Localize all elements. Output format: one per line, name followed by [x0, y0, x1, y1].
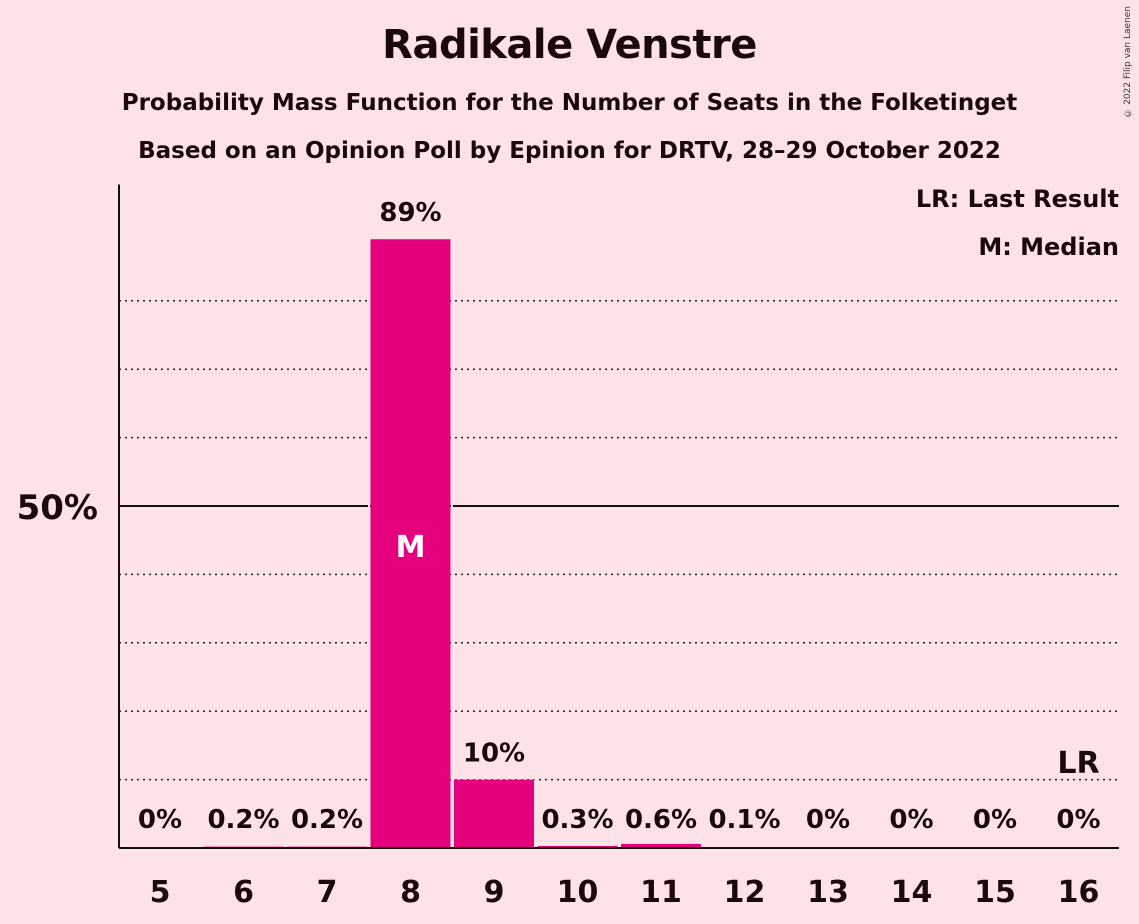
bar-11 [621, 843, 701, 848]
x-tick-label-7: 7 [317, 875, 338, 910]
value-label-15: 0% [973, 805, 1017, 835]
x-tick-label-9: 9 [484, 875, 505, 910]
value-label-5: 0% [138, 805, 182, 835]
chart-subtitle-2: Based on an Opinion Poll by Epinion for … [138, 138, 1001, 164]
x-tick-label-16: 16 [1058, 875, 1100, 910]
legend-median: M: Median [978, 233, 1119, 261]
x-tick-label-10: 10 [557, 875, 599, 910]
last-result-marker: LR [1057, 746, 1099, 781]
value-label-9: 10% [463, 739, 525, 769]
x-tick-label-6: 6 [233, 875, 254, 910]
value-label-14: 0% [889, 805, 933, 835]
median-marker: M [396, 530, 426, 565]
x-tick-label-14: 14 [891, 875, 933, 910]
bar-8 [370, 239, 451, 849]
value-label-10: 0.3% [541, 805, 613, 835]
chart-subtitle-1: Probability Mass Function for the Number… [121, 90, 1018, 116]
x-tick-label-15: 15 [974, 875, 1016, 910]
value-label-8: 89% [379, 198, 441, 228]
value-label-13: 0% [806, 805, 850, 835]
value-label-12: 0.1% [708, 805, 780, 835]
x-tick-label-8: 8 [400, 875, 421, 910]
x-tick-label-5: 5 [150, 875, 171, 910]
legend-last-result: LR: Last Result [915, 185, 1119, 213]
y-tick-label-50: 50% [17, 488, 98, 528]
value-label-6: 0.2% [207, 805, 279, 835]
x-tick-label-13: 13 [807, 875, 849, 910]
value-label-11: 0.6% [625, 805, 697, 835]
x-tick-label-11: 11 [640, 875, 682, 910]
bar-9 [454, 779, 534, 848]
x-tick-label-12: 12 [724, 875, 766, 910]
chart-title: Radikale Venstre [382, 22, 757, 68]
value-label-16: 0% [1056, 805, 1100, 835]
bar-10 [537, 845, 618, 848]
value-label-7: 0.2% [291, 805, 363, 835]
